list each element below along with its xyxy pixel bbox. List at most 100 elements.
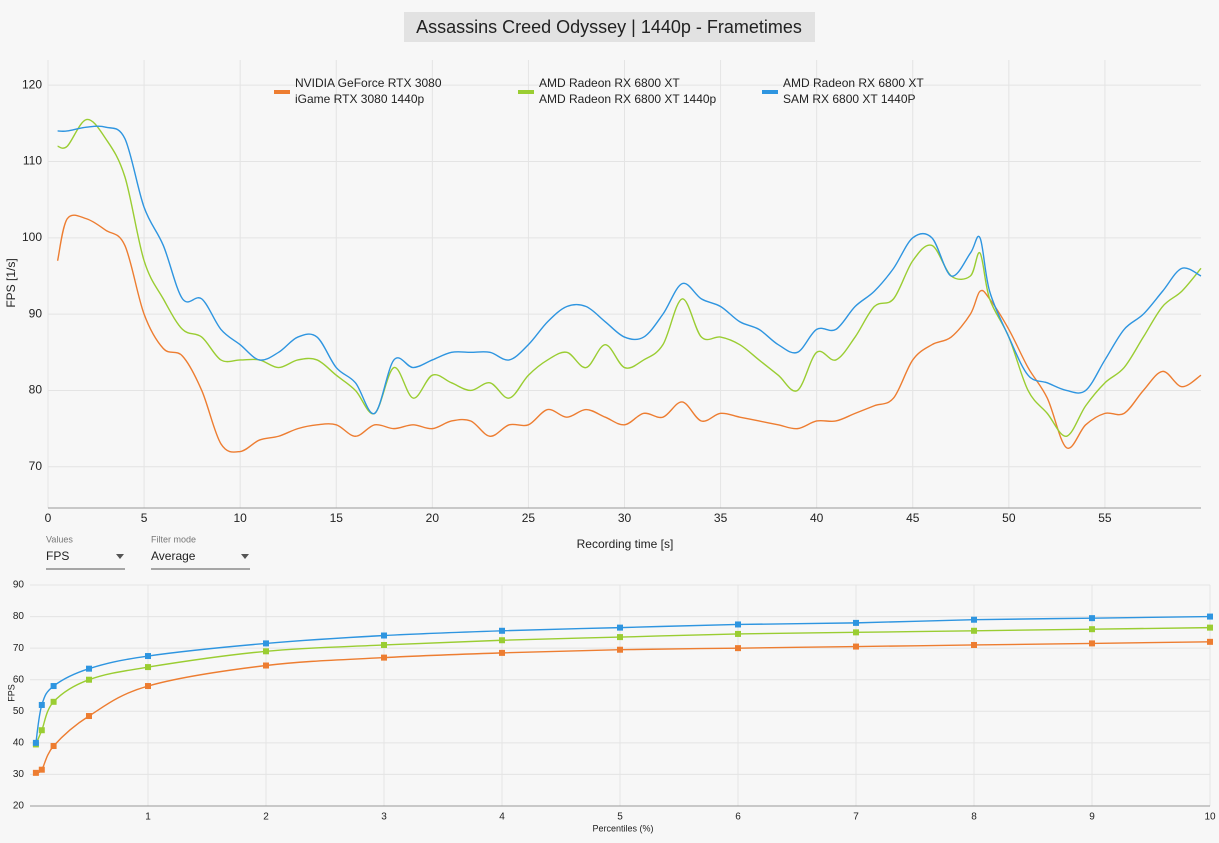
point-marker xyxy=(38,766,45,773)
point-marker xyxy=(145,664,151,671)
point-marker xyxy=(50,743,57,750)
legend-label: AMD Radeon RX 6800 XT 1440p xyxy=(539,92,717,106)
x-tick-label: 50 xyxy=(1002,511,1016,525)
series-line xyxy=(35,626,1211,745)
x-tick-label: 2 xyxy=(263,812,269,823)
y-tick-label: 90 xyxy=(13,580,25,591)
x-tick-label: 15 xyxy=(330,511,344,525)
x-tick-label: 9 xyxy=(1089,812,1095,823)
legend-label: AMD Radeon RX 6800 XT xyxy=(539,76,680,90)
y-tick-label: 20 xyxy=(13,801,25,812)
point-marker xyxy=(853,643,859,650)
point-marker xyxy=(1089,626,1095,633)
point-marker xyxy=(853,629,859,636)
title-box xyxy=(404,12,815,42)
x-tick-label: 7 xyxy=(853,812,859,823)
x-tick-label: 3 xyxy=(381,812,387,823)
point-marker xyxy=(499,627,505,634)
point-marker xyxy=(971,627,977,634)
legend-label: NVIDIA GeForce RTX 3080 xyxy=(295,76,442,90)
x-axis-label: Percentiles (%) xyxy=(592,823,653,833)
x-tick-label: 5 xyxy=(617,812,623,823)
y-tick-label: 120 xyxy=(22,77,42,91)
point-marker xyxy=(86,713,92,720)
values-dropdown[interactable]: FPS xyxy=(46,549,125,570)
x-tick-label: 35 xyxy=(714,511,728,525)
point-marker xyxy=(38,727,45,734)
point-marker xyxy=(1089,640,1095,647)
x-tick-label: 20 xyxy=(426,511,440,525)
point-marker xyxy=(50,698,57,705)
point-marker xyxy=(735,630,741,637)
point-marker xyxy=(617,634,623,641)
point-marker xyxy=(1207,613,1213,620)
x-tick-label: 45 xyxy=(906,511,920,525)
series-line xyxy=(35,641,1211,774)
series-line xyxy=(57,125,1202,415)
point-marker xyxy=(499,649,505,656)
x-tick-label: 5 xyxy=(141,511,148,525)
y-tick-label: 70 xyxy=(29,459,43,473)
point-marker xyxy=(38,701,45,708)
dropdown-value: FPS xyxy=(46,549,69,563)
legend-label: iGame RTX 3080 1440p xyxy=(295,92,425,106)
y-axis-label: FPS xyxy=(6,684,16,702)
x-tick-label: 30 xyxy=(618,511,632,525)
dropdown-value: Average xyxy=(151,549,196,563)
legend-label: AMD Radeon RX 6800 XT xyxy=(783,76,924,90)
y-tick-label: 40 xyxy=(13,737,25,748)
point-marker xyxy=(1207,638,1213,645)
point-marker xyxy=(381,654,387,661)
point-marker xyxy=(86,676,92,683)
point-marker xyxy=(145,653,151,660)
series-line xyxy=(56,214,1202,453)
y-tick-label: 110 xyxy=(23,154,42,168)
x-tick-label: 8 xyxy=(971,812,977,823)
point-marker xyxy=(86,665,92,672)
point-marker xyxy=(735,645,741,652)
point-marker xyxy=(145,683,151,690)
point-marker xyxy=(971,616,977,623)
point-marker xyxy=(1207,624,1213,631)
x-tick-label: 0 xyxy=(45,511,52,525)
y-tick-label: 70 xyxy=(13,643,25,654)
point-marker xyxy=(50,683,57,690)
point-marker xyxy=(263,662,269,669)
point-marker xyxy=(381,641,387,648)
y-tick-label: 30 xyxy=(13,769,25,780)
y-tick-label: 80 xyxy=(29,383,43,397)
filter-dropdown[interactable]: Average xyxy=(151,549,250,570)
y-tick-label: 60 xyxy=(13,674,25,685)
chart-title: Assassins Creed Odyssey | 1440p - Framet… xyxy=(416,17,802,37)
point-marker xyxy=(381,632,387,639)
y-tick-label: 90 xyxy=(29,306,43,320)
point-marker xyxy=(971,641,977,648)
x-tick-label: 6 xyxy=(735,812,741,823)
x-tick-label: 1 xyxy=(145,812,151,823)
x-tick-label: 10 xyxy=(233,511,247,525)
y-tick-label: 80 xyxy=(13,611,25,622)
legend-label: SAM RX 6800 XT 1440P xyxy=(783,92,916,106)
x-tick-label: 55 xyxy=(1098,511,1112,525)
x-tick-label: 25 xyxy=(522,511,536,525)
point-marker xyxy=(263,640,269,647)
point-marker xyxy=(32,739,39,746)
series-line xyxy=(57,118,1202,437)
point-marker xyxy=(617,624,623,631)
x-axis-label: Recording time [s] xyxy=(577,537,674,551)
x-tick-label: 40 xyxy=(810,511,824,525)
y-tick-label: 50 xyxy=(13,706,25,717)
point-marker xyxy=(263,648,269,655)
point-marker xyxy=(853,619,859,626)
x-tick-label: 10 xyxy=(1204,812,1216,823)
point-marker xyxy=(32,769,39,776)
dropdown-arrow xyxy=(116,554,124,559)
y-axis-label: FPS [1/s] xyxy=(4,258,18,307)
point-marker xyxy=(735,621,741,628)
dropdown-arrow xyxy=(241,554,249,559)
control-label: Values xyxy=(46,534,73,544)
x-tick-label: 4 xyxy=(499,812,505,823)
y-tick-label: 100 xyxy=(22,230,42,244)
point-marker xyxy=(1089,615,1095,622)
